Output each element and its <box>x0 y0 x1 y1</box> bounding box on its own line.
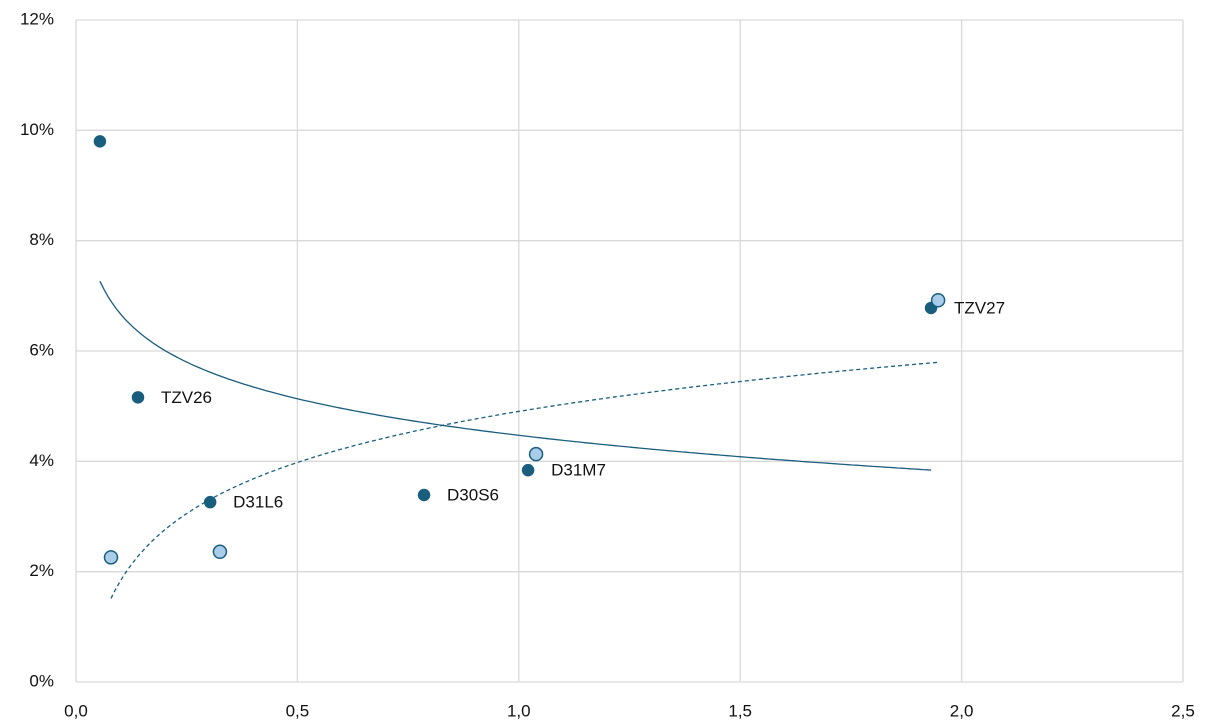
point <box>103 550 119 565</box>
point <box>417 488 431 502</box>
point-label: TZV26 <box>161 388 212 407</box>
point <box>203 495 217 509</box>
x-tick-label: 2,0 <box>950 701 974 720</box>
x-tick-label: 0,5 <box>286 701 310 720</box>
trendline <box>99 280 932 471</box>
point <box>521 463 535 477</box>
point-label: D31L6 <box>233 493 283 512</box>
x-tick-label: 1,5 <box>728 701 752 720</box>
y-tick-label: 12% <box>20 9 54 28</box>
y-tick-label: 10% <box>20 120 54 139</box>
point <box>93 135 107 148</box>
y-tick-label: 0% <box>29 671 54 690</box>
trendline <box>110 361 939 599</box>
point-label: TZV27 <box>954 298 1005 317</box>
point <box>930 292 946 308</box>
y-tick-label: 4% <box>29 451 54 470</box>
y-tick-label: 8% <box>29 230 54 249</box>
point <box>131 391 145 404</box>
point <box>528 446 544 462</box>
point <box>212 544 228 560</box>
point-label: D31M7 <box>551 461 606 480</box>
x-tick-label: 0,0 <box>64 701 88 720</box>
y-tick-label: 2% <box>29 561 54 580</box>
x-tick-label: 1,0 <box>507 701 531 720</box>
y-tick-label: 6% <box>29 340 54 359</box>
point-label: D30S6 <box>447 485 499 504</box>
x-tick-label: 2,5 <box>1171 701 1195 720</box>
